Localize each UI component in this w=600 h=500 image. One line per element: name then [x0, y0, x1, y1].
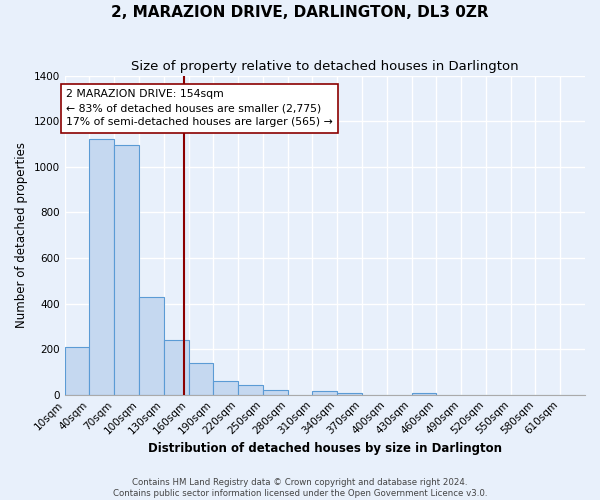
Text: Contains HM Land Registry data © Crown copyright and database right 2024.
Contai: Contains HM Land Registry data © Crown c… [113, 478, 487, 498]
Text: 2 MARAZION DRIVE: 154sqm
← 83% of detached houses are smaller (2,775)
17% of sem: 2 MARAZION DRIVE: 154sqm ← 83% of detach… [67, 89, 333, 127]
Bar [139, 297, 164, 395]
Bar [188, 363, 214, 395]
Bar [412, 392, 436, 395]
Title: Size of property relative to detached houses in Darlington: Size of property relative to detached ho… [131, 60, 518, 73]
Bar [65, 347, 89, 395]
Bar [114, 145, 139, 395]
Y-axis label: Number of detached properties: Number of detached properties [15, 142, 28, 328]
Bar [238, 384, 263, 395]
Bar [89, 140, 114, 395]
Bar [214, 381, 238, 395]
Text: 2, MARAZION DRIVE, DARLINGTON, DL3 0ZR: 2, MARAZION DRIVE, DARLINGTON, DL3 0ZR [111, 5, 489, 20]
Bar [164, 340, 188, 395]
Bar [313, 392, 337, 395]
Bar [337, 392, 362, 395]
X-axis label: Distribution of detached houses by size in Darlington: Distribution of detached houses by size … [148, 442, 502, 455]
Bar [263, 390, 287, 395]
